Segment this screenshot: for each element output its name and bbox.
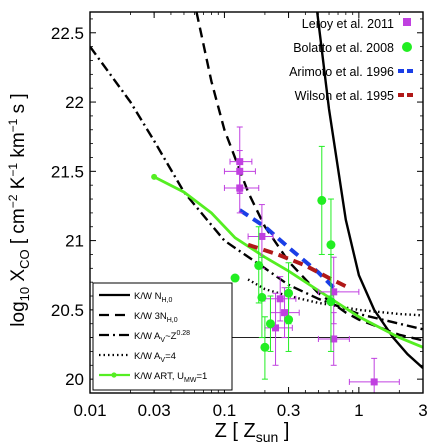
circle-marker <box>284 288 294 298</box>
square-marker <box>330 288 338 296</box>
models-legend-label: K/W NH,0 <box>134 291 172 304</box>
x-tick-label: 0.03 <box>138 401 171 420</box>
square-marker <box>258 232 266 240</box>
square-marker <box>276 295 284 303</box>
models-legend-label: K/W ART, UMW=1 <box>134 371 207 384</box>
y-tick-label: 22 <box>65 93 84 112</box>
models-legend: K/W NH,0 K/W 3NH,0 K/W AV~Z0.28 K/W AV=4 K/W… <box>92 282 233 391</box>
model-line-4 <box>153 175 423 349</box>
circle-marker <box>257 292 267 302</box>
data-point-1-1 <box>254 226 264 304</box>
data-point-0-8 <box>317 312 350 366</box>
data-point-1-0 <box>230 273 240 283</box>
data-point-1-3 <box>260 316 270 380</box>
x-tick-label: 0.01 <box>73 401 106 420</box>
square-marker <box>272 324 280 332</box>
y-axis-title: log10 XCO [ cm−2 K−1 km−1 s ] <box>6 93 32 326</box>
square-marker <box>281 309 289 317</box>
x-tick-label: 1 <box>354 401 363 420</box>
points-legend-label: Wilson et al. 1995 <box>295 89 394 103</box>
legend-square-marker <box>403 18 411 26</box>
points-legend-label: Bolatto et al. 2008 <box>293 41 394 55</box>
square-marker <box>236 184 244 192</box>
x-tick-label: 0.3 <box>277 401 301 420</box>
points-legend-label: Arimoto et al. 1996 <box>289 65 394 79</box>
plot-frame <box>89 11 424 394</box>
model-line-0 <box>316 12 423 369</box>
y-tick-label: 21.5 <box>51 162 84 181</box>
circle-marker <box>265 319 275 329</box>
legend-circle-marker <box>402 42 412 52</box>
data-point-0-5 <box>264 276 297 322</box>
data-point-1-7 <box>317 145 327 255</box>
points-legend: Leroy et al. 2011 Bolatto et al. 2008 Arim… <box>289 17 416 103</box>
y-tick-label: 20 <box>65 370 84 389</box>
models-legend-marker <box>111 372 117 378</box>
x-tick-label: 0.1 <box>213 401 237 420</box>
circle-marker <box>317 195 327 205</box>
models-legend-label: K/W AV~Z0.28 <box>134 330 190 344</box>
model-line-5 <box>238 208 340 294</box>
x-axis-title: Z [ Zsun ] <box>215 420 290 445</box>
circle-marker <box>326 297 336 307</box>
x-tick-label: 3 <box>418 401 427 420</box>
circle-marker <box>260 342 270 352</box>
data-point-1-9 <box>326 253 336 352</box>
model-marker-4 <box>151 173 158 180</box>
y-tick-label: 20.5 <box>51 301 84 320</box>
circle-marker <box>326 240 336 250</box>
data-points-layer <box>223 126 400 393</box>
points-legend-label: Leroy et al. 2011 <box>302 17 394 31</box>
ticks-layer: 0.01 0.03 0.1 0.3 1 3 20 20.5 21 21.5 22 22.5 <box>51 12 428 420</box>
data-point-1-4 <box>265 295 275 352</box>
y-tick-label: 22.5 <box>51 24 84 43</box>
data-point-1-2 <box>257 256 267 339</box>
circle-marker <box>230 273 240 283</box>
model-line-3 <box>247 278 423 317</box>
square-marker <box>370 378 378 386</box>
models-legend-label: K/W AV=4 <box>134 351 176 364</box>
models-legend-box <box>92 282 233 391</box>
data-point-1-6 <box>284 262 294 325</box>
data-point-0-9 <box>348 357 400 393</box>
square-marker <box>330 335 338 343</box>
y-tick-label: 21 <box>65 232 84 251</box>
circle-marker <box>254 261 264 271</box>
models-legend-label: K/W 3NH,0 <box>134 311 178 324</box>
data-point-0-2 <box>223 159 260 214</box>
model-line-6 <box>247 242 347 289</box>
